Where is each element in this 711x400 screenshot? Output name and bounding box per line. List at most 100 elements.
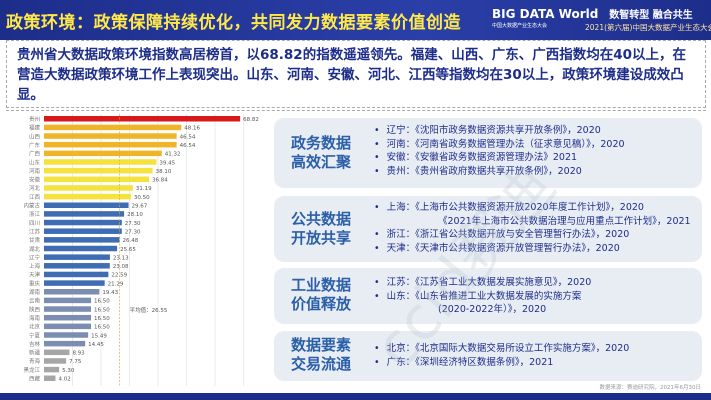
category-label: 西藏 <box>29 375 41 383</box>
panel-title-line: 公共数据 <box>290 210 351 228</box>
bar <box>44 219 122 226</box>
bar <box>44 297 92 304</box>
panel-title-line: 价值释放 <box>290 295 351 313</box>
data-label: 16.50 <box>94 316 110 322</box>
list-item: 山东：《山东省推进工业大数据发展的实施方案 <box>374 290 591 304</box>
category-label: 河南 <box>29 167 41 175</box>
list-item: 《2021年上海市公共数据治理与应用重点工作计划》，2021 <box>438 215 691 227</box>
policy-list: 上海：《上海市公共数据资源开放2020年度工作计划》，2020 《2021年上海… <box>374 201 691 255</box>
category-label: 上海 <box>29 262 41 270</box>
footer-bar <box>0 393 711 400</box>
list-item: 上海：《上海市公共数据资源开放2020年度工作计划》，2020 <box>374 201 691 215</box>
category-label: 四川 <box>29 220 40 227</box>
category-label: 山东 <box>29 158 41 166</box>
list-item: 安徽：《安徽省政务数据资源管理办法》2021 <box>374 151 625 165</box>
category-label: 云南 <box>29 297 41 305</box>
data-label: 46.54 <box>180 134 196 140</box>
bar <box>44 366 60 373</box>
panel-title: 公共数据 开放共享 <box>286 210 356 248</box>
bar <box>44 349 70 356</box>
category-label: 辽宁 <box>29 253 41 261</box>
category-label: 海南 <box>29 314 41 322</box>
bar <box>44 141 177 148</box>
data-label: 8.93 <box>72 351 85 357</box>
data-label: 19.43 <box>102 290 118 296</box>
data-label: 23.08 <box>113 264 129 270</box>
data-label: 25.65 <box>120 247 136 253</box>
bar <box>44 289 100 295</box>
bar <box>44 323 92 330</box>
category-label: 陕西 <box>29 305 41 313</box>
bar <box>44 332 89 338</box>
data-label: 30.50 <box>134 195 150 201</box>
list-item: 江苏：《江苏省工业大数据发展实施意见》，2020 <box>374 276 592 290</box>
data-label: 29.67 <box>132 204 148 210</box>
bar <box>44 306 92 312</box>
average-label: 平均值：26.55 <box>130 306 168 314</box>
page-title: 政策环境：政策保障持续优化，共同发力数据要素价值创造 <box>6 13 461 33</box>
bar <box>44 358 67 364</box>
list-item: 辽宁：《沈阳市政务数据资源共享开放条例》，2020 <box>374 124 625 138</box>
data-label: 23.13 <box>113 255 129 261</box>
bar <box>44 237 120 243</box>
category-label: 青海 <box>29 357 41 365</box>
panel-title: 政务数据 高效汇聚 <box>286 134 356 172</box>
list-item: 广东：《深圳经济特区数据条例》，2021 <box>374 356 629 370</box>
category-label: 江西 <box>29 194 41 201</box>
data-label: 36.84 <box>152 178 168 184</box>
category-label: 内蒙古 <box>23 202 40 210</box>
header-banner: 政策环境：政策保障持续优化，共同发力数据要素价值创造 BIG DATA Worl… <box>0 0 711 40</box>
bar <box>44 116 241 122</box>
data-label: 68.82 <box>243 117 259 123</box>
bar <box>44 159 157 165</box>
data-label: 14.45 <box>88 342 104 348</box>
logo-text: BIG DATA World <box>492 7 599 21</box>
bar <box>44 280 105 286</box>
category-label: 湖南 <box>29 288 41 296</box>
bar <box>44 193 131 200</box>
panel-title-line: 开放共享 <box>290 229 351 247</box>
category-label: 甘肃 <box>29 236 41 244</box>
category-label: 安徽 <box>29 176 41 184</box>
bar <box>44 245 118 252</box>
data-label: 15.49 <box>91 333 107 339</box>
policy-index-bar-chart: 贵州 68.82 福建 48.16 山西 46.54 广东 46.54 广西 41.32 山东 39.… <box>23 114 259 386</box>
bar <box>44 375 56 381</box>
list-item: 浙江：《浙江省公共数据开放与安全管理暂行办法》，2020 <box>374 228 691 242</box>
panel-title-line: 政务数据 <box>290 134 351 152</box>
category-label: 贵州 <box>29 115 40 123</box>
big-data-world-logo: BIG DATA World 中国大数据产业生态大会 <box>492 8 598 32</box>
data-label: 16.50 <box>94 299 110 305</box>
panel-title-line: 工业数据 <box>290 276 351 294</box>
data-label: 21.29 <box>108 281 124 287</box>
panel-title-line: 高效汇聚 <box>290 153 351 171</box>
bar <box>44 124 182 131</box>
data-source: 数据来源：赛迪研究院，2021年6月30日 <box>599 385 702 391</box>
category-label: 福建 <box>29 124 41 132</box>
data-label: 27.30 <box>125 221 141 227</box>
data-label: 5.30 <box>62 368 75 374</box>
category-label: 河北 <box>29 184 41 192</box>
category-label: 重庆 <box>29 279 41 287</box>
panel-title-line: 交易流通 <box>290 355 351 373</box>
data-label: 26.48 <box>122 238 138 244</box>
bar <box>44 150 162 157</box>
data-label: 31.19 <box>136 186 152 192</box>
category-label: 天津 <box>29 272 41 279</box>
bar <box>44 340 86 347</box>
data-label: 16.50 <box>94 325 110 331</box>
category-label: 江苏 <box>29 227 41 235</box>
policy-list: 辽宁：《沈阳市政务数据资源共享开放条例》，2020 河南：《河南省政务数据管理办… <box>374 124 625 178</box>
data-label: 7.75 <box>69 359 82 365</box>
category-label: 广东 <box>29 141 41 149</box>
bar <box>44 228 122 234</box>
data-label: 28.10 <box>127 212 143 218</box>
data-label: 38.10 <box>156 169 172 175</box>
conference-name: 2021(第六届)中国大数据产业生态大会 <box>585 23 711 32</box>
bar <box>44 271 109 278</box>
category-label: 宁夏 <box>29 331 41 339</box>
list-item: 河南：《河南省政务数据管理办法（征求意见稿）》，2020 <box>374 138 625 152</box>
bar <box>44 254 110 260</box>
